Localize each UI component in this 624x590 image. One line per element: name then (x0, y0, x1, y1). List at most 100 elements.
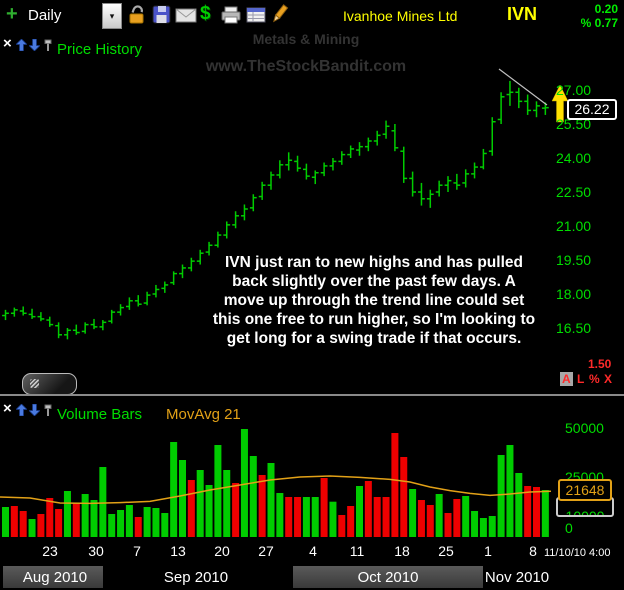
volume-bar (187, 480, 195, 537)
volume-bar (320, 478, 328, 537)
volume-move-down-icon[interactable] (29, 404, 40, 416)
price-ohlc-bar (373, 130, 381, 146)
volume-bar (134, 517, 142, 537)
dollar-icon[interactable]: $ (200, 3, 211, 24)
date-tick-label: 8 (529, 543, 537, 559)
volume-panel-close-icon[interactable]: × (3, 400, 12, 417)
price-ohlc-bar (10, 307, 18, 317)
price-ohlc-bar (126, 297, 133, 310)
price-ohlc-bar (338, 151, 346, 165)
price-ohlc-bar (391, 124, 399, 152)
month-highlight-box (293, 566, 483, 588)
scale-mode-arithmetic[interactable]: A (560, 372, 573, 386)
volume-bar (356, 486, 363, 537)
volume-bar (409, 489, 417, 537)
volume-bar (99, 467, 107, 537)
volume-bar (276, 493, 284, 537)
volume-bar (72, 503, 80, 537)
add-chart-button[interactable]: + (6, 3, 18, 25)
volume-bar (382, 497, 390, 537)
last-price-box: 26.22 (567, 99, 617, 120)
volume-bar (240, 429, 248, 537)
date-tick-label: 11 (349, 543, 365, 559)
price-ohlc-bar (488, 117, 496, 156)
volume-bar (125, 505, 133, 537)
panel-pin-icon[interactable] (43, 39, 53, 52)
price-axis-label: 22.50 (556, 184, 592, 200)
volume-bar (63, 491, 71, 537)
scale-mode-close[interactable]: X (604, 372, 613, 386)
price-ohlc-bar (462, 169, 470, 188)
scrollbar-grip-icon (30, 379, 39, 388)
volume-bar (81, 494, 89, 537)
volume-bar (55, 509, 63, 537)
price-ohlc-bar (64, 328, 71, 340)
panel-divider[interactable] (0, 394, 624, 396)
month-label: Oct 2010 (357, 569, 419, 586)
trend-line[interactable] (498, 68, 548, 106)
unlock-icon[interactable] (127, 3, 147, 26)
price-change: 0.20 (594, 2, 618, 16)
pencil-icon[interactable] (270, 4, 289, 25)
volume-bar (2, 507, 9, 537)
mail-icon[interactable] (175, 8, 197, 23)
scale-mode-log[interactable]: L (577, 372, 585, 386)
price-ohlc-bar (409, 171, 416, 197)
timeframe-dropdown-button[interactable]: ▾ (102, 3, 122, 29)
panel-move-down-icon[interactable] (29, 39, 40, 51)
volume-bar (347, 506, 355, 537)
volume-pin-icon[interactable] (43, 404, 53, 417)
price-ohlc-bar (471, 162, 478, 179)
annotation-line: get long for a swing trade if that occur… (226, 330, 522, 347)
timeframe-label[interactable]: Daily (28, 7, 62, 24)
last-update-timestamp: 11/10/10 4:00 (544, 547, 611, 559)
price-ohlc-bar (214, 231, 222, 248)
price-ohlc-bar (108, 309, 116, 324)
price-ohlc-bar (267, 171, 275, 190)
volume-bar (267, 463, 275, 537)
volume-bar (170, 442, 178, 537)
volume-move-up-icon[interactable] (16, 404, 27, 416)
price-ohlc-bar (311, 170, 319, 185)
volume-bar (19, 511, 27, 537)
price-axis-label: 16.50 (556, 320, 592, 336)
price-ohlc-bar (453, 173, 461, 190)
volume-bar (223, 470, 231, 537)
price-ohlc-bar (161, 281, 169, 293)
report-icon[interactable] (246, 7, 266, 23)
volume-bar (46, 498, 54, 537)
date-tick-label: 20 (214, 543, 230, 559)
volume-chart-canvas[interactable] (0, 415, 624, 540)
volume-bar (524, 486, 532, 537)
price-ohlc-bar (81, 322, 89, 334)
date-tick-label: 1 (484, 543, 492, 559)
price-ohlc-bar (37, 312, 45, 322)
price-chart-canvas[interactable] (0, 60, 624, 395)
price-ohlc-bar (515, 87, 523, 109)
price-ohlc-bar (72, 324, 80, 335)
chart-scrollbar-thumb[interactable] (22, 373, 77, 395)
volume-bar (249, 456, 257, 537)
price-panel-close-icon[interactable]: × (3, 35, 12, 52)
save-icon[interactable] (152, 5, 171, 24)
volume-bar (294, 497, 302, 537)
volume-axis-label: 0 (565, 520, 573, 536)
volume-bar (117, 510, 125, 537)
date-tick-label: 23 (42, 543, 58, 559)
price-ohlc-bar (382, 120, 390, 139)
date-tick-label: 30 (88, 543, 104, 559)
scale-mode-percent[interactable]: % (589, 372, 600, 386)
movavg-value-box: 21648 (558, 479, 612, 501)
price-ohlc-bar (249, 194, 257, 212)
percent-change: % 0.77 (580, 16, 618, 30)
print-icon[interactable] (220, 6, 242, 24)
price-ohlc-bar (134, 295, 142, 307)
panel-move-up-icon[interactable] (16, 39, 27, 51)
annotation-line: move up through the trend line could set (223, 292, 525, 309)
price-ohlc-bar (400, 146, 408, 183)
volume-bar (108, 514, 116, 537)
price-ohlc-bar (223, 221, 231, 239)
ticker-symbol: IVN (507, 4, 538, 24)
annotation-line: this one free to run higher, so I'm look… (212, 311, 536, 328)
date-tick-label: 13 (170, 543, 186, 559)
